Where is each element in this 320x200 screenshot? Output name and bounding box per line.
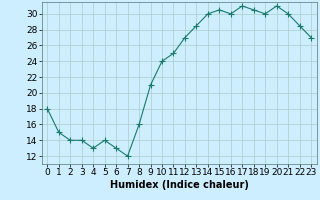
X-axis label: Humidex (Indice chaleur): Humidex (Indice chaleur): [110, 180, 249, 190]
